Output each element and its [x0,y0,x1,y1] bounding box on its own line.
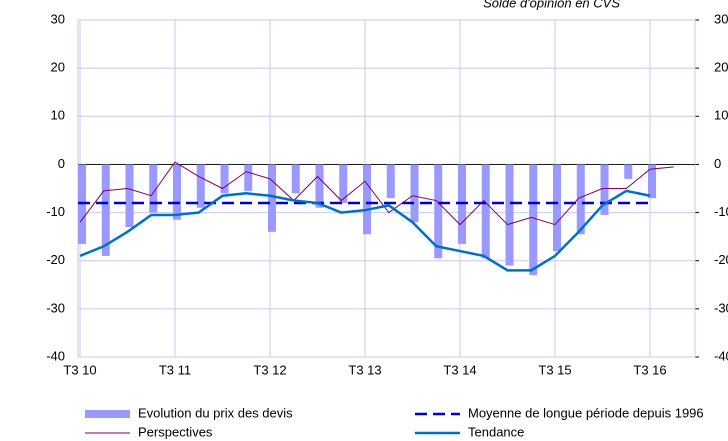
line [79,161,674,226]
y-tick-label: 10 [51,108,65,123]
y2-tick-label: 30 [714,11,728,26]
y-tick-label: -20 [46,252,65,267]
bar [600,164,609,215]
bar [386,164,395,199]
y2-tick-label: 0 [714,156,721,171]
line [79,189,651,272]
bar [363,164,371,235]
bar [481,164,490,259]
y2-tick-label: -20 [714,252,728,267]
x-tick-label: T3 11 [159,362,191,377]
bar [529,164,538,276]
y-tick-label: 0 [58,156,65,171]
legend-label: Moyenne de longue période depuis 1996 [468,405,704,420]
y2-tick-label: -30 [714,300,728,315]
chart-title: Solde d'opinion en CVS [483,0,620,10]
x-tick-label: T3 10 [63,362,96,377]
bar [315,164,324,208]
legend-label: Perspectives [138,424,213,439]
bar [553,164,561,252]
bar [410,164,419,223]
y-tick-label: 20 [51,60,65,75]
bar [196,164,205,208]
bar [505,164,514,266]
bar [648,164,656,199]
bar [576,164,585,235]
legend-label: Evolution du prix des devis [138,405,293,420]
x-tick-label: T3 13 [348,362,381,377]
bar [434,164,443,259]
x-tick-label: T3 14 [443,362,476,377]
bar [101,164,110,256]
bar [149,164,158,213]
legend-swatch [85,410,130,418]
bar [624,164,633,179]
y2-tick-label: -40 [714,348,728,363]
y2-tick-label: 10 [714,108,728,123]
y-tick-label: 30 [51,11,65,26]
legend-label: Tendance [468,424,524,439]
bar [268,164,276,232]
y-tick-label: -30 [46,300,65,315]
bar [220,164,229,194]
x-tick-label: T3 16 [633,362,666,377]
bar [291,164,300,194]
y2-tick-label: -10 [714,204,728,219]
bar [339,164,348,203]
x-tick-label: T3 12 [253,362,286,377]
bar [173,164,181,220]
y-tick-label: -10 [46,204,65,219]
bar [244,164,253,191]
x-tick-label: T3 15 [538,362,571,377]
bar [125,164,134,228]
y-tick-label: -40 [46,348,65,363]
y2-tick-label: 20 [714,60,728,75]
